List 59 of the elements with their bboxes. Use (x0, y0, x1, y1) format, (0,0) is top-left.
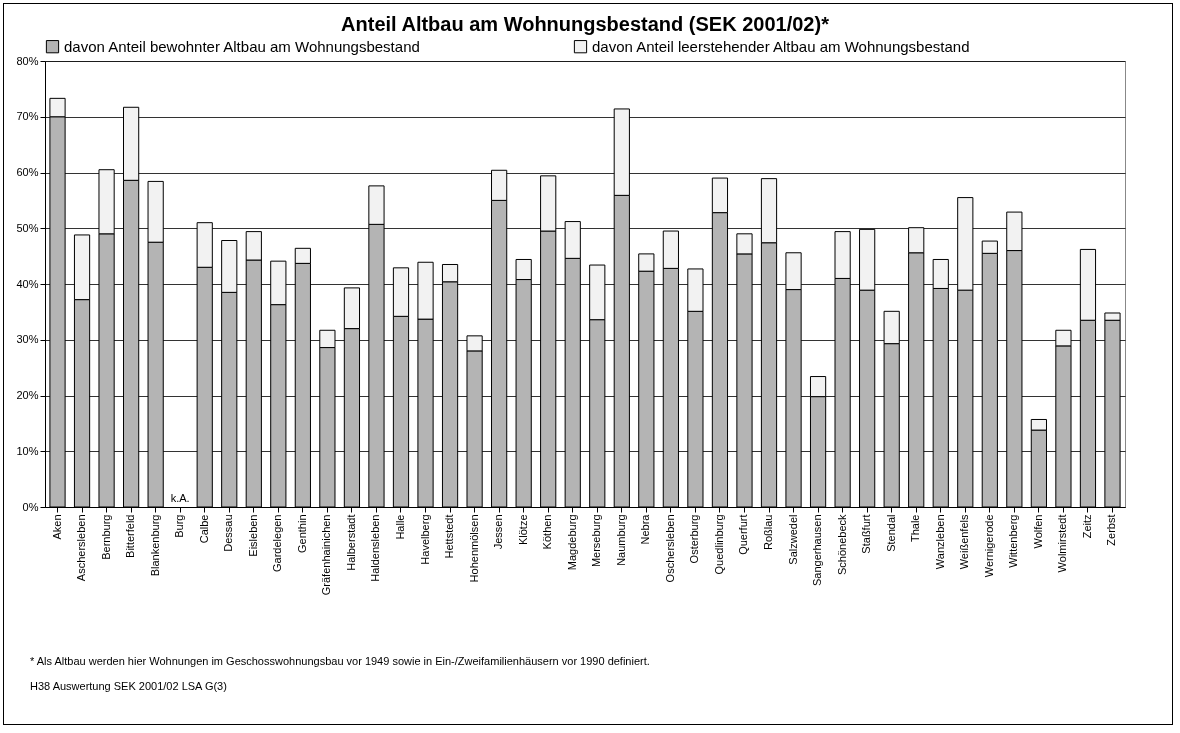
x-tick-label: Magdeburg (565, 514, 578, 571)
x-tick-label: Genthin (295, 514, 308, 554)
y-tick-label: 0% (22, 500, 39, 513)
x-tick-label: Querfurt (737, 514, 750, 555)
x-tick-label: Haldensleben (369, 514, 382, 582)
x-tick-label: Halberstadt (344, 514, 357, 571)
x-tick-label: Wernigerode (982, 514, 995, 578)
x-tick-label: Aschersleben (75, 514, 88, 582)
x-tick-label: Wanzleben (933, 514, 946, 570)
x-tick-label: Halle (393, 514, 406, 540)
y-tick-label: 20% (16, 389, 39, 401)
x-tick-label: Havelberg (418, 514, 431, 565)
y-tick-label: 80% (16, 54, 39, 67)
text: * Als Altbau werden hier Wohnungen im Geschosswohnungsbau vor 1949 sowie in Ein-/Zweifamilienhäusern vor 1990 definiert. (30, 655, 650, 667)
y-tick-label: 40% (16, 277, 39, 290)
x-tick-label: Klötze (516, 514, 529, 546)
x-tick-label: Bitterfeld (124, 514, 137, 558)
x-tick-label: Stendal (884, 514, 897, 552)
x-tick-label: Oschersleben (663, 514, 676, 583)
x-tick-label: Bernburg (99, 514, 112, 560)
y-tick-label: 30% (16, 333, 39, 346)
x-tick-label: Blankenburg (148, 514, 161, 577)
y-tick-label: 50% (16, 221, 39, 234)
x-tick-label: Roßlau (762, 514, 775, 550)
x-tick-label: Gräfenhainichen (320, 514, 333, 596)
x-tick-label: Wolmirstedt (1056, 514, 1069, 573)
y-tick-label: 70% (16, 110, 39, 123)
y-tick-label: 60% (16, 166, 39, 178)
x-tick-label: Hohenmölsen (467, 514, 480, 583)
x-tick-label: Zeitz (1080, 514, 1093, 539)
x-tick-label: Wolfen (1031, 514, 1044, 549)
x-tick-label: Calbe (197, 514, 210, 544)
x-tick-label: Jessen (492, 514, 505, 550)
x-tick-label: Nebra (639, 513, 652, 545)
chart-title: Anteil Altbau am Wohnungsbestand (SEK 2001/02)* (341, 13, 830, 35)
x-tick-label: Quedlinburg (712, 514, 725, 575)
x-tick-label: Staßfurt (860, 514, 873, 554)
text: H38 Auswertung SEK 2001/02 LSA G(3) (30, 680, 228, 692)
x-tick-label: Dessau (222, 514, 235, 552)
x-tick-label: Weißenfels (958, 514, 971, 570)
x-tick-label: Eisleben (246, 514, 259, 557)
legend-label: davon Anteil bewohnter Altbau am Wohnungsbestand (64, 37, 420, 55)
legend-label: davon Anteil leerstehender Altbau am Wohnungsbestand (592, 37, 970, 55)
x-tick-label: Burg (173, 514, 186, 538)
x-tick-label: Osterburg (688, 514, 701, 564)
x-tick-label: Hettstedt (443, 514, 456, 559)
x-tick-label: Merseburg (590, 514, 603, 568)
x-tick-label: Gardelegen (271, 514, 284, 572)
x-tick-label: Sangerhausen (811, 514, 824, 587)
x-tick-label: Aken (50, 514, 63, 540)
x-tick-label: Salzwedel (786, 514, 799, 565)
y-tick-label: 10% (16, 444, 39, 457)
x-tick-label: Thale (909, 514, 922, 543)
annotation: k.A. (170, 492, 190, 504)
x-tick-label: Köthen (541, 514, 554, 550)
x-tick-label: Naumburg (614, 514, 627, 566)
x-tick-label: Schönebeck (835, 514, 848, 576)
x-tick-label: Zerbst (1105, 514, 1118, 546)
x-tick-label: Wittenberg (1007, 514, 1020, 568)
